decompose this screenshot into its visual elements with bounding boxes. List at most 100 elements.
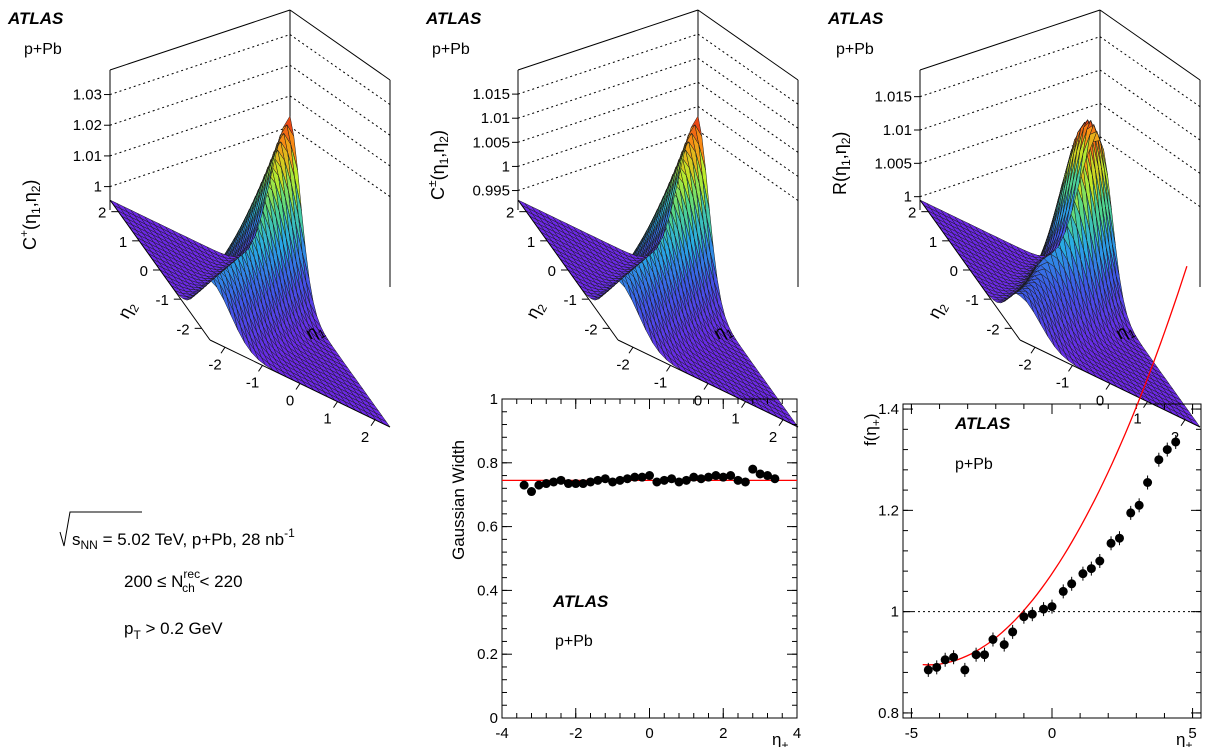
y-axis-line <box>919 199 1021 341</box>
data-point <box>949 652 959 662</box>
z-gridline <box>109 126 291 188</box>
x-tick-label: -2 <box>569 725 582 742</box>
info-block: sNN = 5.02 TeV, p+Pb, 28 nb-1 200 ≤ Nrec… <box>59 511 295 642</box>
data-point <box>1047 602 1057 612</box>
atlas-label: ATLAS <box>552 592 609 611</box>
data-point <box>556 475 566 485</box>
y-tick-label: -2 <box>986 321 999 338</box>
y-tick-label: 2 <box>98 205 106 222</box>
data-point <box>770 474 780 484</box>
y-tick-label: 2 <box>908 205 916 222</box>
z-tick-label: 1 <box>904 189 912 206</box>
data-point <box>763 471 772 481</box>
z-gridline-side <box>289 95 391 167</box>
x-tick-label: 2 <box>1171 429 1179 446</box>
data-point <box>1143 478 1153 487</box>
back-top-edge <box>109 9 291 71</box>
x-tick-label: 0 <box>694 393 702 410</box>
plot-frame <box>902 403 1202 719</box>
x-tick <box>1030 346 1036 354</box>
x-tick <box>703 383 709 390</box>
z-gridline <box>517 57 699 119</box>
y-tick-label: 1 <box>490 391 498 408</box>
z-gridline-side <box>697 130 799 201</box>
data-point <box>659 475 669 485</box>
y-axis-title: η2 <box>114 297 142 323</box>
z-gridline <box>109 64 291 126</box>
plot-frame <box>501 398 798 719</box>
f-eta-panel: -5 0 5 0.8 1 1.2 1.4 ATLAS p+Pb f(η+) η+ <box>861 265 1202 747</box>
z-tick-label: 1.03 <box>73 87 102 104</box>
z-gridline <box>919 69 1101 131</box>
data-point <box>600 474 610 484</box>
z-gridline-side <box>289 64 391 136</box>
surface-panel-r: ATLAS p+Pb R(η1,η2) 1 1.005 1.01 1.015 -2 -1 0… <box>827 9 1201 446</box>
data-point <box>689 472 699 482</box>
data-point <box>971 650 981 660</box>
z-tick-label: 1.02 <box>73 117 102 134</box>
plot-axes: -5 0 5 0.8 1 1.2 1.4 <box>878 401 1202 742</box>
atlas-label: ATLAS <box>425 9 482 28</box>
y-axis-title: η2 <box>522 297 550 323</box>
z-gridline-side <box>697 57 799 129</box>
z-tick-label: 1 <box>94 179 102 196</box>
data-point <box>932 662 942 672</box>
back-top-edge <box>517 9 699 71</box>
z-tick-label: 1.005 <box>874 155 912 172</box>
x-tick <box>1068 365 1073 372</box>
x-tick <box>1105 383 1111 390</box>
x-axis-line <box>617 339 799 428</box>
x-tick-label: 1 <box>323 411 331 428</box>
atlas-label: ATLAS <box>827 9 884 28</box>
system-label: p+Pb <box>955 456 993 473</box>
x-tick-label: 4 <box>793 725 801 742</box>
data-point <box>681 475 691 485</box>
x-tick-label: -1 <box>1056 374 1069 391</box>
surface-panel-c-pm: ATLAS p+Pb C±(η1,η2) 0.995 1 1.005 1.01 1.01… <box>425 9 799 446</box>
y-tick-label: 1 <box>527 234 535 251</box>
z-gridline-side <box>289 34 391 105</box>
surface-panel-c-plus: ATLAS p+Pb C+(η1,η2) 11.011.021.03-2-101… <box>7 9 391 446</box>
x-tick-label: -2 <box>616 356 629 373</box>
x-tick-label: -1 <box>654 374 667 391</box>
y-tick-label: -2 <box>584 321 597 338</box>
data-point <box>940 655 950 665</box>
data-point <box>645 471 654 481</box>
data-point <box>711 471 721 481</box>
x-tick-label: 0 <box>1048 725 1056 742</box>
z-tick-label: 1.015 <box>874 89 912 106</box>
data-point <box>586 477 595 487</box>
data-point <box>726 471 736 481</box>
y-axis-title: η2 <box>924 297 952 323</box>
plot-axes: -4 -2 0 2 4 0 0.2 0.4 0.6 0.8 1 <box>477 391 801 742</box>
data-point <box>988 635 998 644</box>
z-title-c: C <box>20 237 40 250</box>
z-axis-title: C±(η1,η2) <box>425 130 451 200</box>
z-title-args: (η <box>20 214 40 230</box>
x-tick <box>333 401 338 408</box>
gaussian-width-panel: -4 -2 0 2 4 0 0.2 0.4 0.6 0.8 1 ATLAS p+Pb Gaussia… <box>449 391 801 747</box>
y-tick-label: 0.2 <box>477 646 498 663</box>
data-point <box>733 475 743 485</box>
z-gridline-side <box>1099 102 1201 174</box>
data-point <box>923 665 933 675</box>
z-gridline <box>919 36 1101 98</box>
z-axis-title: R(η1,η2) <box>830 132 853 195</box>
data-point <box>980 650 990 660</box>
x-tick-label: -2 <box>1018 356 1031 373</box>
y-tick-label: 0.4 <box>477 582 498 599</box>
x-tick-label: 2 <box>769 429 777 446</box>
x-tick <box>628 346 634 354</box>
x-axis-line <box>209 339 391 428</box>
data-point <box>1126 508 1136 518</box>
data-point <box>1171 437 1181 447</box>
side-top-edge <box>1099 9 1201 81</box>
x-tick-label: 2 <box>361 429 369 446</box>
svg-text:C±(η1,η2): C±(η1,η2) <box>425 130 451 200</box>
x-tick-label: -4 <box>495 725 508 742</box>
system-label: p+Pb <box>24 41 62 58</box>
data-point <box>755 469 765 479</box>
